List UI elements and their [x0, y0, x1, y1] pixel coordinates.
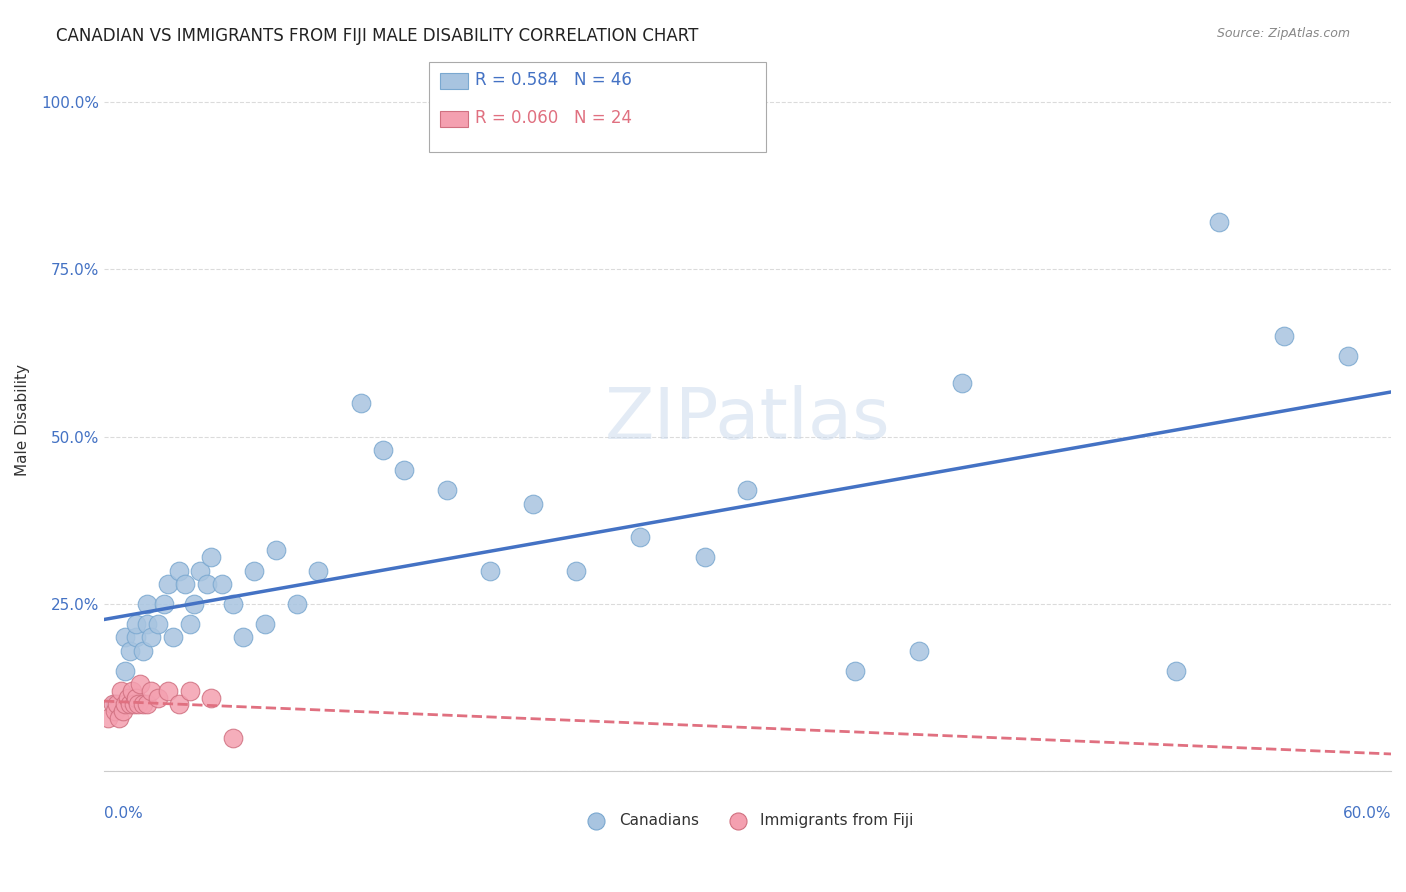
- Point: [479, 564, 502, 578]
- Point: [522, 497, 544, 511]
- Point: [127, 698, 149, 712]
- Point: [108, 711, 131, 725]
- Point: [950, 376, 973, 391]
- Point: [565, 564, 588, 578]
- Point: [153, 597, 176, 611]
- Point: [146, 690, 169, 705]
- Point: [135, 698, 157, 712]
- Text: R = 0.584   N = 46: R = 0.584 N = 46: [475, 71, 633, 89]
- Point: [167, 698, 190, 712]
- Point: [221, 731, 243, 745]
- Point: [141, 631, 163, 645]
- Point: [118, 644, 141, 658]
- Point: [264, 543, 287, 558]
- Point: [114, 631, 136, 645]
- Point: [221, 597, 243, 611]
- Point: [157, 577, 180, 591]
- Text: CANADIAN VS IMMIGRANTS FROM FIJI MALE DISABILITY CORRELATION CHART: CANADIAN VS IMMIGRANTS FROM FIJI MALE DI…: [56, 27, 699, 45]
- Point: [114, 698, 136, 712]
- Text: ZIPatlas: ZIPatlas: [605, 385, 890, 454]
- Point: [179, 617, 201, 632]
- Point: [436, 483, 458, 498]
- Text: 0.0%: 0.0%: [104, 806, 143, 822]
- Point: [350, 396, 373, 410]
- Point: [122, 698, 145, 712]
- Point: [121, 684, 143, 698]
- Point: [693, 550, 716, 565]
- Text: R = 0.060   N = 24: R = 0.060 N = 24: [475, 109, 633, 127]
- Point: [1272, 329, 1295, 343]
- Point: [211, 577, 233, 591]
- Point: [104, 698, 127, 712]
- Point: [97, 711, 120, 725]
- Point: [243, 564, 266, 578]
- Point: [737, 483, 759, 498]
- Point: [105, 698, 128, 712]
- Point: [125, 631, 148, 645]
- Point: [146, 617, 169, 632]
- Point: [200, 550, 222, 565]
- Point: [131, 644, 153, 658]
- Point: [110, 684, 132, 698]
- Point: [114, 664, 136, 678]
- Point: [104, 704, 127, 718]
- Point: [285, 597, 308, 611]
- Point: [167, 564, 190, 578]
- Point: [117, 690, 139, 705]
- Point: [908, 644, 931, 658]
- Point: [131, 698, 153, 712]
- Point: [195, 577, 218, 591]
- Text: Source: ZipAtlas.com: Source: ZipAtlas.com: [1216, 27, 1350, 40]
- Point: [125, 617, 148, 632]
- Point: [174, 577, 197, 591]
- Point: [141, 684, 163, 698]
- Point: [112, 704, 135, 718]
- Point: [190, 564, 212, 578]
- Point: [232, 631, 254, 645]
- Legend: Canadians, Immigrants from Fiji: Canadians, Immigrants from Fiji: [575, 806, 920, 834]
- Point: [157, 684, 180, 698]
- Text: 60.0%: 60.0%: [1343, 806, 1391, 822]
- Point: [179, 684, 201, 698]
- Point: [200, 690, 222, 705]
- Point: [371, 443, 394, 458]
- Point: [1208, 215, 1230, 229]
- Point: [129, 677, 152, 691]
- Point: [394, 463, 416, 477]
- Point: [253, 617, 276, 632]
- Point: [125, 690, 148, 705]
- Point: [308, 564, 330, 578]
- Point: [118, 698, 141, 712]
- Point: [628, 530, 651, 544]
- Point: [162, 631, 184, 645]
- Point: [1337, 349, 1360, 363]
- Point: [1166, 664, 1188, 678]
- Point: [844, 664, 866, 678]
- Point: [183, 597, 205, 611]
- Point: [135, 617, 157, 632]
- Point: [101, 698, 124, 712]
- Point: [135, 597, 157, 611]
- Y-axis label: Male Disability: Male Disability: [15, 364, 30, 476]
